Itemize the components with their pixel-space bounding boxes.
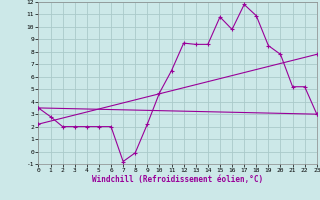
X-axis label: Windchill (Refroidissement éolien,°C): Windchill (Refroidissement éolien,°C) bbox=[92, 175, 263, 184]
